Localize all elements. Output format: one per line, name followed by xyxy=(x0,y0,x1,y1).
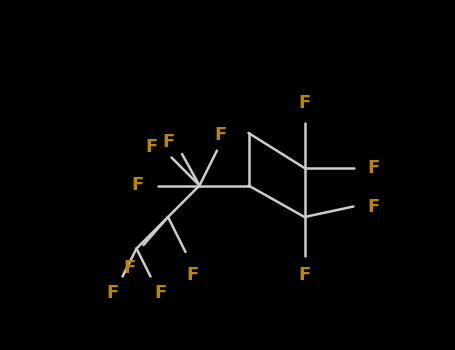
Text: F: F xyxy=(214,126,227,144)
Text: F: F xyxy=(187,266,199,284)
Text: F: F xyxy=(123,259,136,277)
Text: F: F xyxy=(163,133,175,150)
Text: F: F xyxy=(145,138,157,156)
Text: F: F xyxy=(107,284,119,301)
Text: F: F xyxy=(298,266,311,284)
Text: F: F xyxy=(298,94,311,112)
Text: F: F xyxy=(368,197,380,216)
Text: F: F xyxy=(368,159,380,177)
Text: F: F xyxy=(154,284,166,301)
Text: F: F xyxy=(131,176,143,195)
